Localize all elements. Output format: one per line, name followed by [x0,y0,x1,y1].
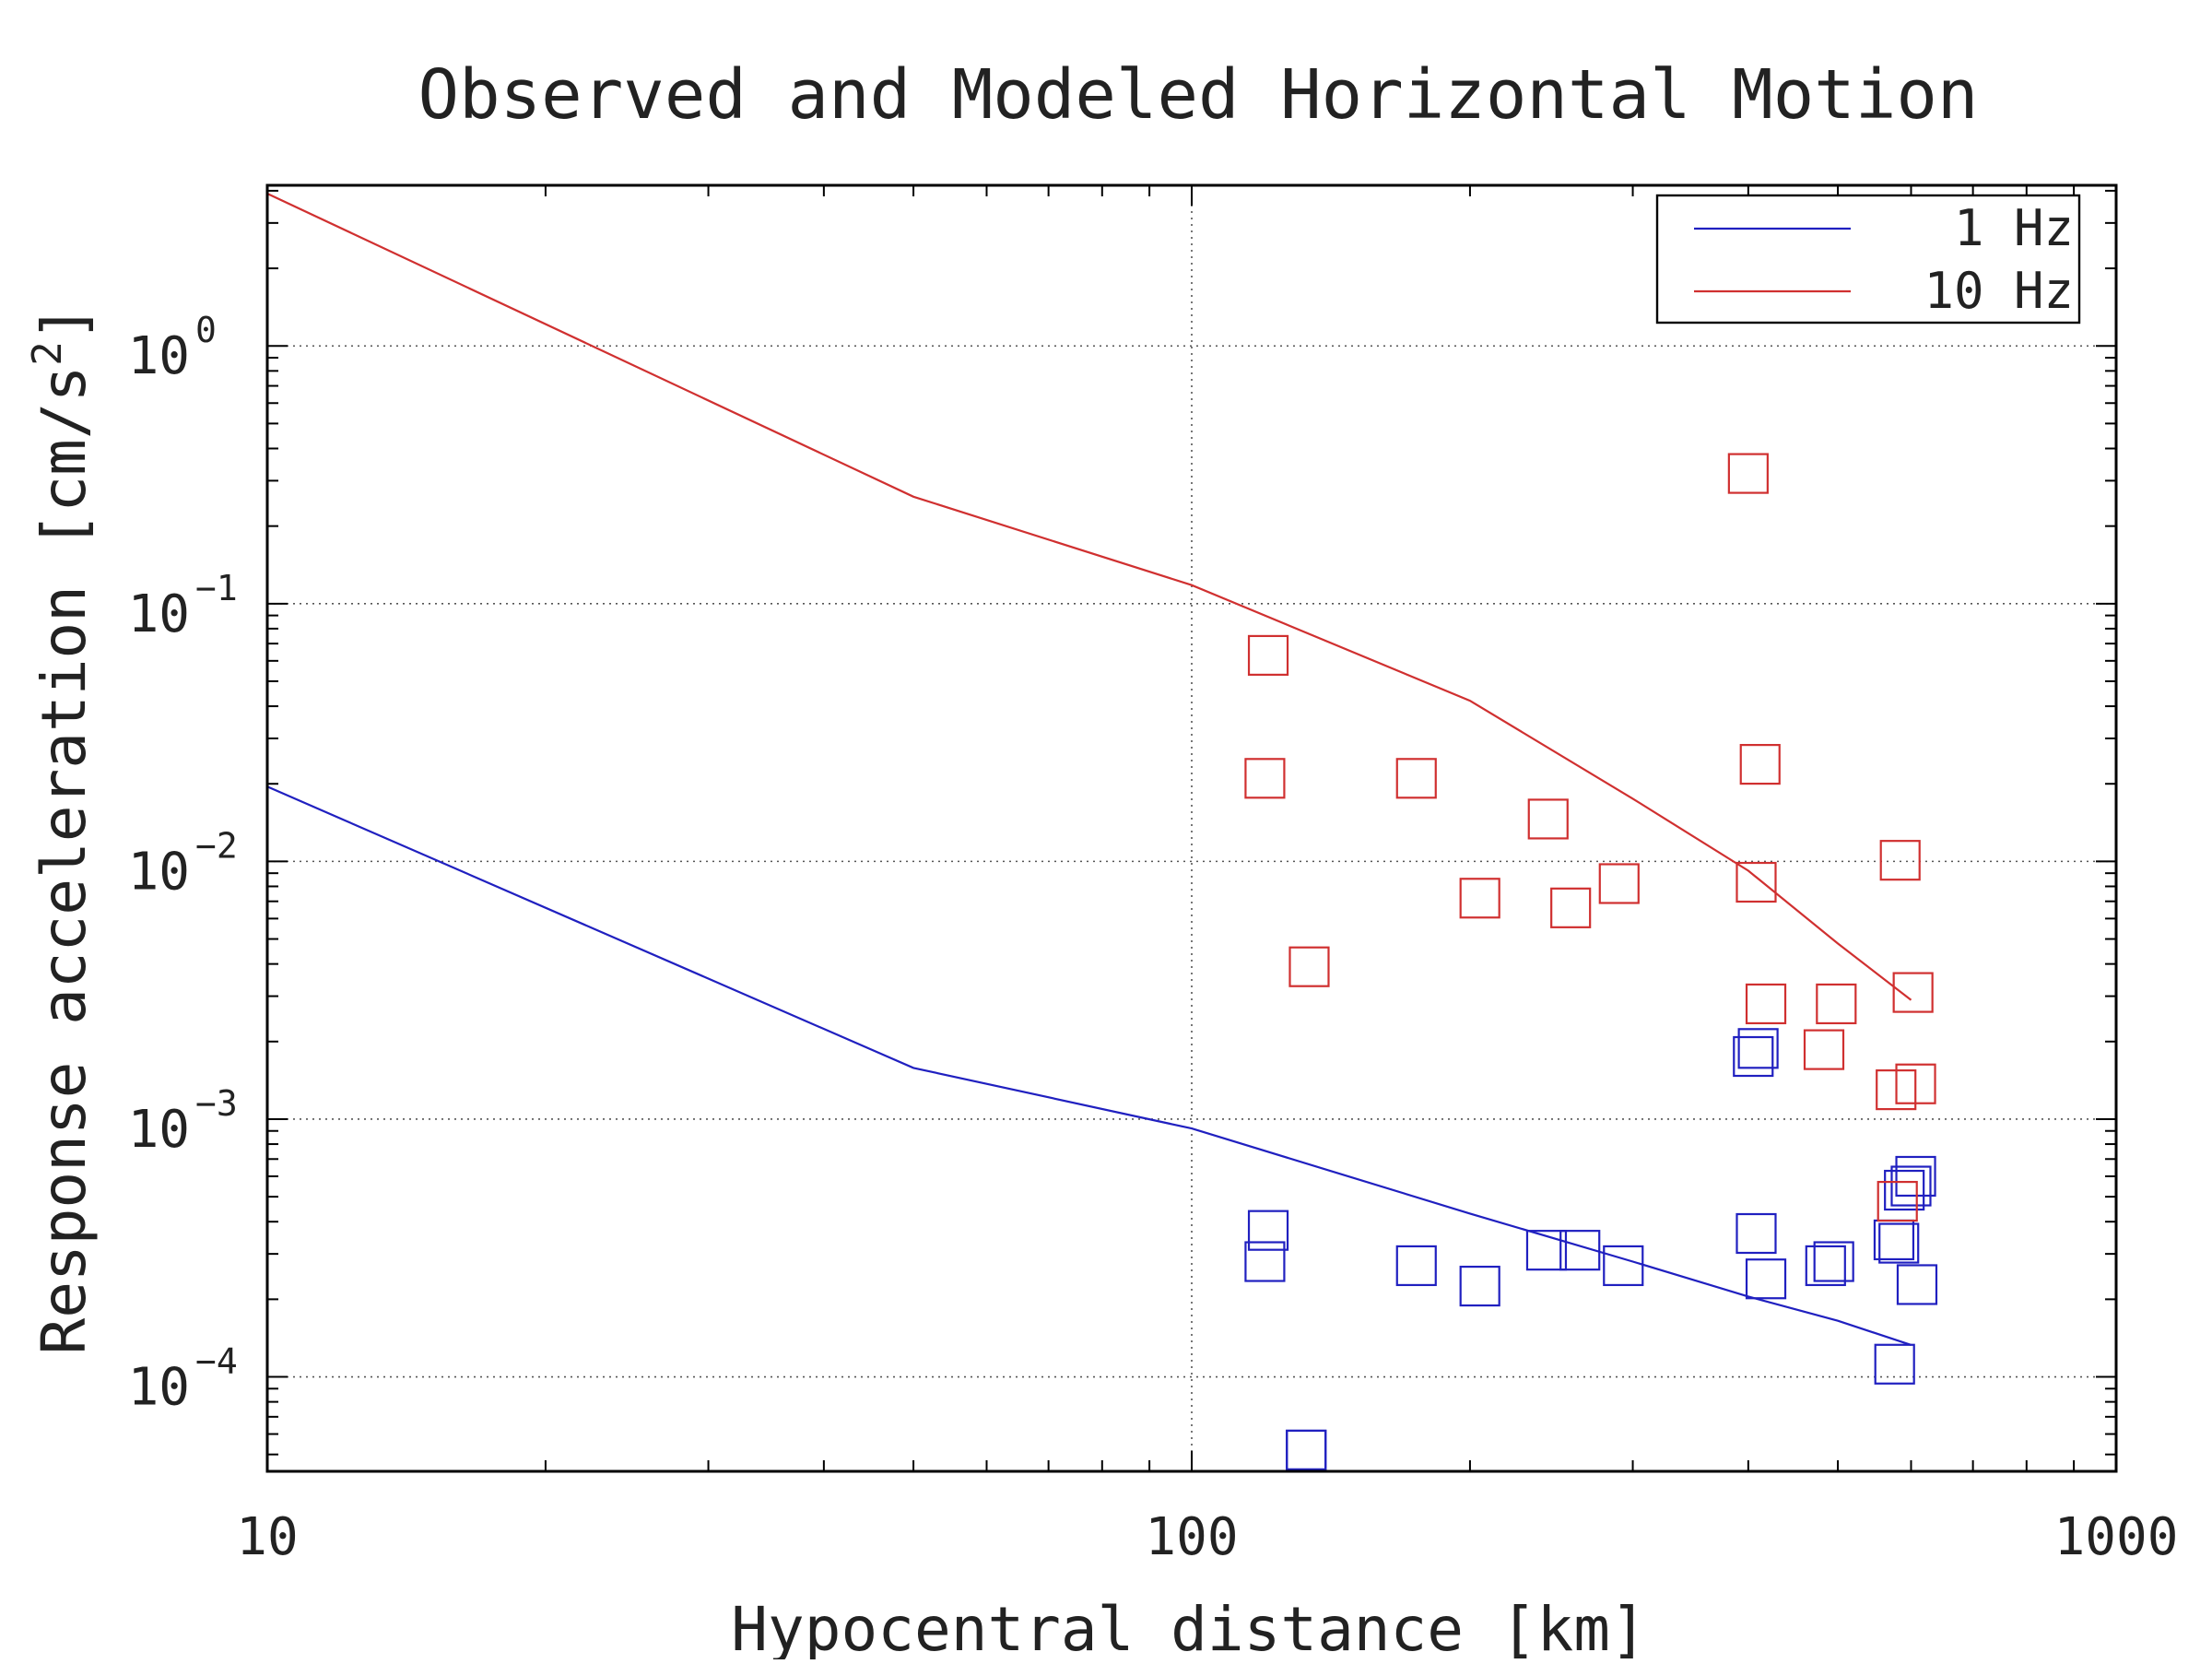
y-axis-title: Response acceleration [cm/s2] [24,304,100,1354]
y-tick-label-exponent: −3 [195,1083,238,1124]
data-point-marker [1896,1264,1938,1305]
data-point-marker [1895,1155,1936,1198]
data-point-marker [1244,1241,1286,1282]
data-point-marker [1286,1429,1327,1471]
data-point-marker [1550,887,1592,928]
grid-layer [267,185,2116,1471]
series-line-2 [266,193,1912,1001]
data-point-marker [1739,744,1781,785]
y-tick-label-exponent: −4 [195,1341,238,1382]
y-axis-title-superscript: 2 [24,341,71,366]
data-point-marker [1805,1245,1846,1287]
data-point-marker [1877,1180,1918,1222]
y-tick-label-exponent: 0 [195,310,217,350]
data-point-marker [1892,972,1934,1013]
x-axis-title: Hypocentral distance [km] [731,1594,1646,1659]
data-point-marker [1890,1165,1932,1207]
data-point-marker [1288,946,1330,987]
data-point-marker [1395,758,1437,799]
data-point-marker [1527,798,1569,840]
data-point-marker [1737,1028,1779,1069]
data-point-marker [1816,983,1857,1025]
y-tick-label: 10 [128,842,190,902]
x-tick-label: 10 [236,1507,298,1567]
data-point-marker [1247,1210,1289,1251]
y-tick-label: 10 [128,1358,190,1418]
y-axis-title-main: Response acceleration [cm/s [29,366,100,1355]
legend-label-2: 10 Hz [1924,262,2074,320]
y-tick-label: 10 [128,1100,190,1160]
data-point-marker [1525,1230,1568,1271]
data-point-marker [1559,1230,1601,1271]
data-point-marker [1727,453,1769,494]
data-point-marker [1603,1245,1644,1287]
data-point-marker [1813,1241,1854,1282]
data-point-marker [1598,863,1640,904]
plot-frame [265,183,2118,1473]
data-point-marker [1459,878,1500,919]
legend-box [1655,194,2081,325]
data-point-marker [1878,1222,1920,1264]
data-point-marker [1745,983,1787,1025]
y-tick-label-exponent: −2 [195,825,238,866]
data-point-marker [1244,758,1286,799]
y-tick-label-exponent: −1 [195,568,238,608]
y-tick-label: 10 [128,326,190,386]
y-axis-title-suffix: ] [29,304,100,341]
data-point-marker [1874,1343,1915,1385]
data-point-marker [1247,634,1289,677]
series-layer [266,193,1938,1471]
x-tick-label: 100 [1145,1507,1238,1567]
data-point-marker [1895,1063,1936,1104]
data-point-marker [1745,1258,1787,1300]
chart-title: Observed and Modeled Horizontal Motion [418,55,1979,135]
data-point-marker [1803,1029,1845,1070]
data-point-marker [1286,1429,1327,1471]
data-point-marker [1879,840,1921,881]
data-point-marker [1459,1265,1500,1307]
data-point-marker [1735,1212,1777,1255]
legend-label-1: 1 Hz [1954,199,2074,257]
y-tick-label: 10 [128,584,190,644]
data-point-marker [1884,1169,1925,1211]
x-tick-label: 1000 [2054,1507,2179,1567]
series-line-1 [266,785,1912,1346]
data-point-marker [1395,1245,1437,1287]
data-point-marker [1735,861,1777,903]
data-point-marker [1733,1035,1774,1078]
